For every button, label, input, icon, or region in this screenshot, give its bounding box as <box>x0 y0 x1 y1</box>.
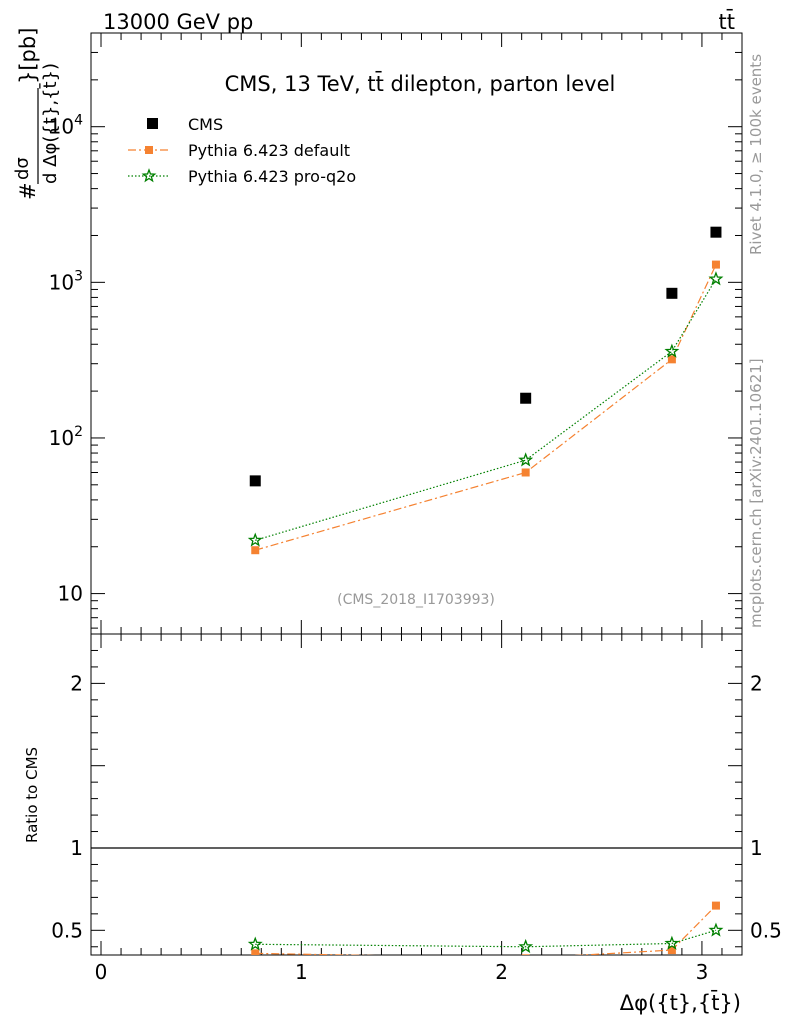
ratio-line-0 <box>255 905 717 955</box>
ratio-y-tick-label-left: 0.5 <box>51 918 83 942</box>
ratio-pythia-pro-q2o-point <box>518 938 534 954</box>
pythia-pro-q2o-point <box>518 452 534 467</box>
analysis-watermark: (CMS_2018_I1703993) <box>337 592 495 608</box>
ratio-data <box>91 847 742 955</box>
y-tick-label: 10 <box>58 582 83 606</box>
ratio-y-tick-label-left: 1 <box>70 836 83 860</box>
ratio-pythia-pro-q2o-point <box>708 922 724 937</box>
rivet-label: Rivet 4.1.0, ≥ 100k events <box>747 54 765 255</box>
svg-text:}[pb]: }[pb] <box>16 28 40 84</box>
legend-label-pythia-default: Pythia 6.423 default <box>188 141 350 160</box>
x-tick-label: 1 <box>295 960 308 984</box>
svg-text:d Δφ({t},{t̄}): d Δφ({t},{t̄}) <box>39 63 61 184</box>
ratio-pythia-pro-q2o-point <box>247 936 263 951</box>
ratio-pythia-default-point <box>711 901 720 910</box>
pythia-pro-q2o-point <box>708 271 724 286</box>
ratio-pythia-default-point <box>521 954 530 955</box>
process-label: tt̄ <box>719 9 735 34</box>
svg-text:#: # <box>16 182 40 200</box>
x-axis-label: Δφ({t},{t̄}) <box>620 990 741 1015</box>
chart-title: CMS, 13 TeV, tt̄ dilepton, parton level <box>225 71 616 96</box>
pythia-pro-q2o-point <box>664 343 680 358</box>
legend-marker-pythia-default <box>145 146 153 154</box>
ratio-axis-ticks: 0.5 0.5 1 1 2 2 <box>51 649 782 955</box>
ratio-pythia-default-point <box>667 946 676 955</box>
x-tick-label: 0 <box>95 960 108 984</box>
ratio-pythia-default-point <box>251 949 260 955</box>
ratio-y-tick-label-right: 2 <box>750 671 763 695</box>
x-axis-tick-labels: 0 1 2 3 <box>95 960 709 984</box>
legend-label-cms: CMS <box>188 115 223 134</box>
legend-entry-pythia-pro-q2o: Pythia 6.423 pro-q2o <box>128 167 356 186</box>
legend-entry-cms: CMS <box>147 115 223 134</box>
svg-text:dσ: dσ <box>12 157 33 180</box>
series-line-1 <box>255 264 717 551</box>
y-tick-label: 102 <box>49 424 83 450</box>
cms-data-point <box>710 226 722 238</box>
main-data <box>247 226 724 555</box>
ratio-line-1 <box>255 929 717 948</box>
legend-entry-pythia-default: Pythia 6.423 default <box>128 141 350 160</box>
energy-label: 13000 GeV pp <box>103 10 253 34</box>
x-tick-label: 3 <box>696 960 709 984</box>
cms-data-point <box>666 287 678 299</box>
legend: CMS Pythia 6.423 default Pythia 6.423 pr… <box>128 115 356 186</box>
ratio-panel: 0.5 0.5 1 1 2 2 Ratio to CMS <box>23 633 782 956</box>
ratio-frame <box>90 633 743 956</box>
ratio-y-axis-label: Ratio to CMS <box>23 747 41 843</box>
ratio-y-tick-label-right: 0.5 <box>750 918 782 942</box>
x-tick-label: 2 <box>495 960 508 984</box>
legend-label-pythia-pro-q2o: Pythia 6.423 pro-q2o <box>188 167 356 186</box>
y-tick-label: 103 <box>49 268 83 294</box>
cms-data-point <box>520 392 532 404</box>
pythia-default-point <box>667 355 676 364</box>
pythia-pro-q2o-point <box>247 532 263 547</box>
mcplots-label: mcplots.cern.ch [arXiv:2401.10621] <box>747 358 765 628</box>
ratio-y-tick-label-right: 1 <box>750 836 763 860</box>
pythia-default-point <box>251 546 260 555</box>
ratio-y-tick-label-left: 2 <box>70 671 83 695</box>
y-axis-label: # dσ d Δφ({t},{t̄}) }[pb] <box>12 28 61 200</box>
legend-marker-cms <box>147 118 158 129</box>
ratio-pythia-pro-q2o-point <box>664 935 680 950</box>
pythia-default-point <box>521 468 530 477</box>
cms-data-point <box>249 475 261 487</box>
legend-marker-pythia-pro-q2o <box>141 168 157 183</box>
pythia-default-point <box>711 260 720 269</box>
series-line-2 <box>255 278 717 541</box>
